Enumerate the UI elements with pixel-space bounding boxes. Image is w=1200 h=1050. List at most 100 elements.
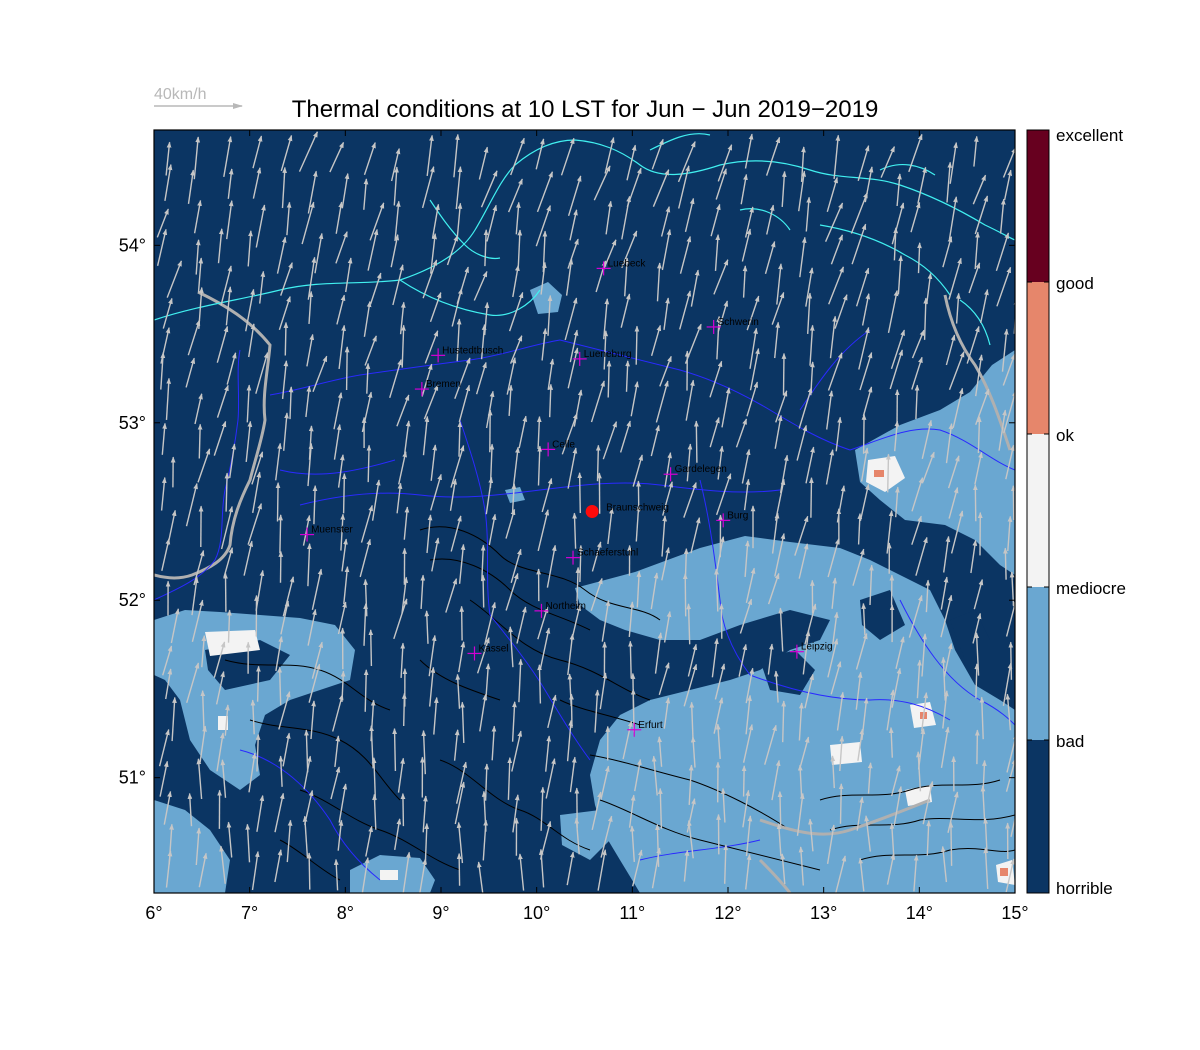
- wind-arrow: [749, 348, 760, 391]
- x-tick-label: 6°: [145, 903, 162, 923]
- wind-arrow: [742, 724, 754, 763]
- wind-arrow: [217, 228, 224, 264]
- wind-arrow: [861, 602, 867, 636]
- wind-arrow: [679, 290, 692, 330]
- wind-arrow: [621, 195, 631, 240]
- wind-arrow: [538, 848, 545, 888]
- wind-arrow: [852, 548, 865, 586]
- wind-arrow: [650, 324, 662, 356]
- wind-arrow: [445, 578, 458, 613]
- wind-arrow: [371, 479, 381, 521]
- wind-arrow: [620, 293, 631, 328]
- wind-arrow: [161, 422, 167, 455]
- wind-arrow: [195, 239, 201, 275]
- wind-arrow: [575, 566, 581, 607]
- wind-arrow: [156, 208, 169, 238]
- border-west-middle: [279, 459, 396, 475]
- wind-arrow: [255, 569, 265, 611]
- wind-arrow: [945, 423, 954, 464]
- wind-arrow: [338, 324, 346, 369]
- wind-arrow: [478, 146, 489, 180]
- mediocre-patch-1: [205, 630, 260, 656]
- wind-arrow: [449, 478, 458, 511]
- wind-arrow: [197, 257, 204, 293]
- wind-arrow: [764, 241, 776, 274]
- wind-arrow: [456, 853, 462, 886]
- wind-arrow: [983, 847, 989, 889]
- wind-arrow: [275, 442, 282, 481]
- wind-arrow: [781, 700, 787, 743]
- wind-arrow: [255, 733, 261, 772]
- wind-arrow: [659, 355, 672, 387]
- border-west: [154, 349, 241, 601]
- wind-arrow: [457, 421, 463, 457]
- wind-arrow: [632, 849, 643, 887]
- wind-arrow: [255, 352, 269, 394]
- wind-arrow: [337, 454, 345, 488]
- wind-arrow: [835, 416, 842, 452]
- wind-arrow: [274, 849, 283, 883]
- relief-contour-12: [859, 848, 1015, 861]
- wind-arrow: [196, 758, 203, 800]
- wind-arrow: [983, 817, 988, 853]
- wind-arrow: [305, 385, 312, 418]
- wind-arrow: [741, 228, 752, 262]
- wind-arrow: [891, 667, 902, 708]
- wind-arrow: [826, 390, 834, 430]
- wind-arrow: [424, 330, 439, 364]
- wind-arrow: [781, 170, 787, 207]
- wind-arrow: [1002, 147, 1015, 178]
- wind-arrow: [247, 230, 253, 267]
- wind-arrow: [567, 633, 575, 676]
- wind-arrow: [281, 360, 289, 399]
- wind-arrow: [910, 201, 921, 233]
- wind-arrow: [716, 315, 722, 360]
- city-label: Hustedtbusch: [442, 345, 503, 356]
- wind-arrow: [948, 351, 965, 391]
- wind-arrow: [561, 412, 578, 455]
- wind-arrow: [363, 603, 368, 646]
- wind-arrow: [679, 236, 692, 274]
- wind-arrow: [275, 482, 281, 522]
- wind-arrow: [655, 380, 669, 423]
- wind-arrow: [923, 297, 929, 340]
- wind-arrow: [199, 725, 207, 763]
- wind-arrow: [480, 324, 487, 360]
- wind-arrow: [337, 819, 344, 851]
- wind-arrow: [972, 612, 982, 644]
- wind-arrow: [567, 347, 579, 389]
- wind-arrow: [400, 642, 406, 678]
- wind-arrow: [824, 202, 844, 242]
- wind-arrow: [566, 719, 574, 762]
- wind-arrow: [683, 663, 698, 707]
- wind-arrow: [286, 201, 292, 236]
- wind-arrow: [693, 420, 699, 463]
- wind-arrow: [798, 736, 810, 770]
- wind-arrow: [540, 261, 547, 295]
- wind-arrow: [314, 232, 324, 274]
- city-label: Erfurt: [638, 720, 663, 731]
- wind-arrow: [429, 666, 436, 707]
- wind-arrow: [1002, 353, 1015, 386]
- city-kassel: Kassel: [467, 643, 508, 661]
- wind-arrow: [780, 853, 786, 885]
- wind-arrow: [479, 693, 488, 732]
- wind-arrow: [838, 783, 844, 824]
- wind-arrow: [622, 720, 633, 760]
- wind-arrow: [164, 164, 173, 202]
- wind-arrow: [952, 387, 964, 428]
- wind-arrow: [369, 202, 385, 241]
- wind-arrow: [311, 568, 323, 610]
- wind-arrow: [518, 658, 523, 703]
- wind-arrow: [333, 858, 339, 891]
- wind-arrow: [916, 751, 922, 792]
- river-east-2: [759, 798, 931, 836]
- wind-arrow: [1005, 693, 1012, 731]
- wind-arrow: [974, 451, 983, 485]
- wind-arrow: [278, 514, 283, 554]
- wind-arrow: [456, 821, 464, 864]
- wind-arrow: [857, 145, 870, 181]
- wind-arrow: [922, 451, 935, 483]
- wind-arrow: [394, 818, 402, 851]
- chart-title: Thermal conditions at 10 LST for Jun − J…: [292, 96, 879, 123]
